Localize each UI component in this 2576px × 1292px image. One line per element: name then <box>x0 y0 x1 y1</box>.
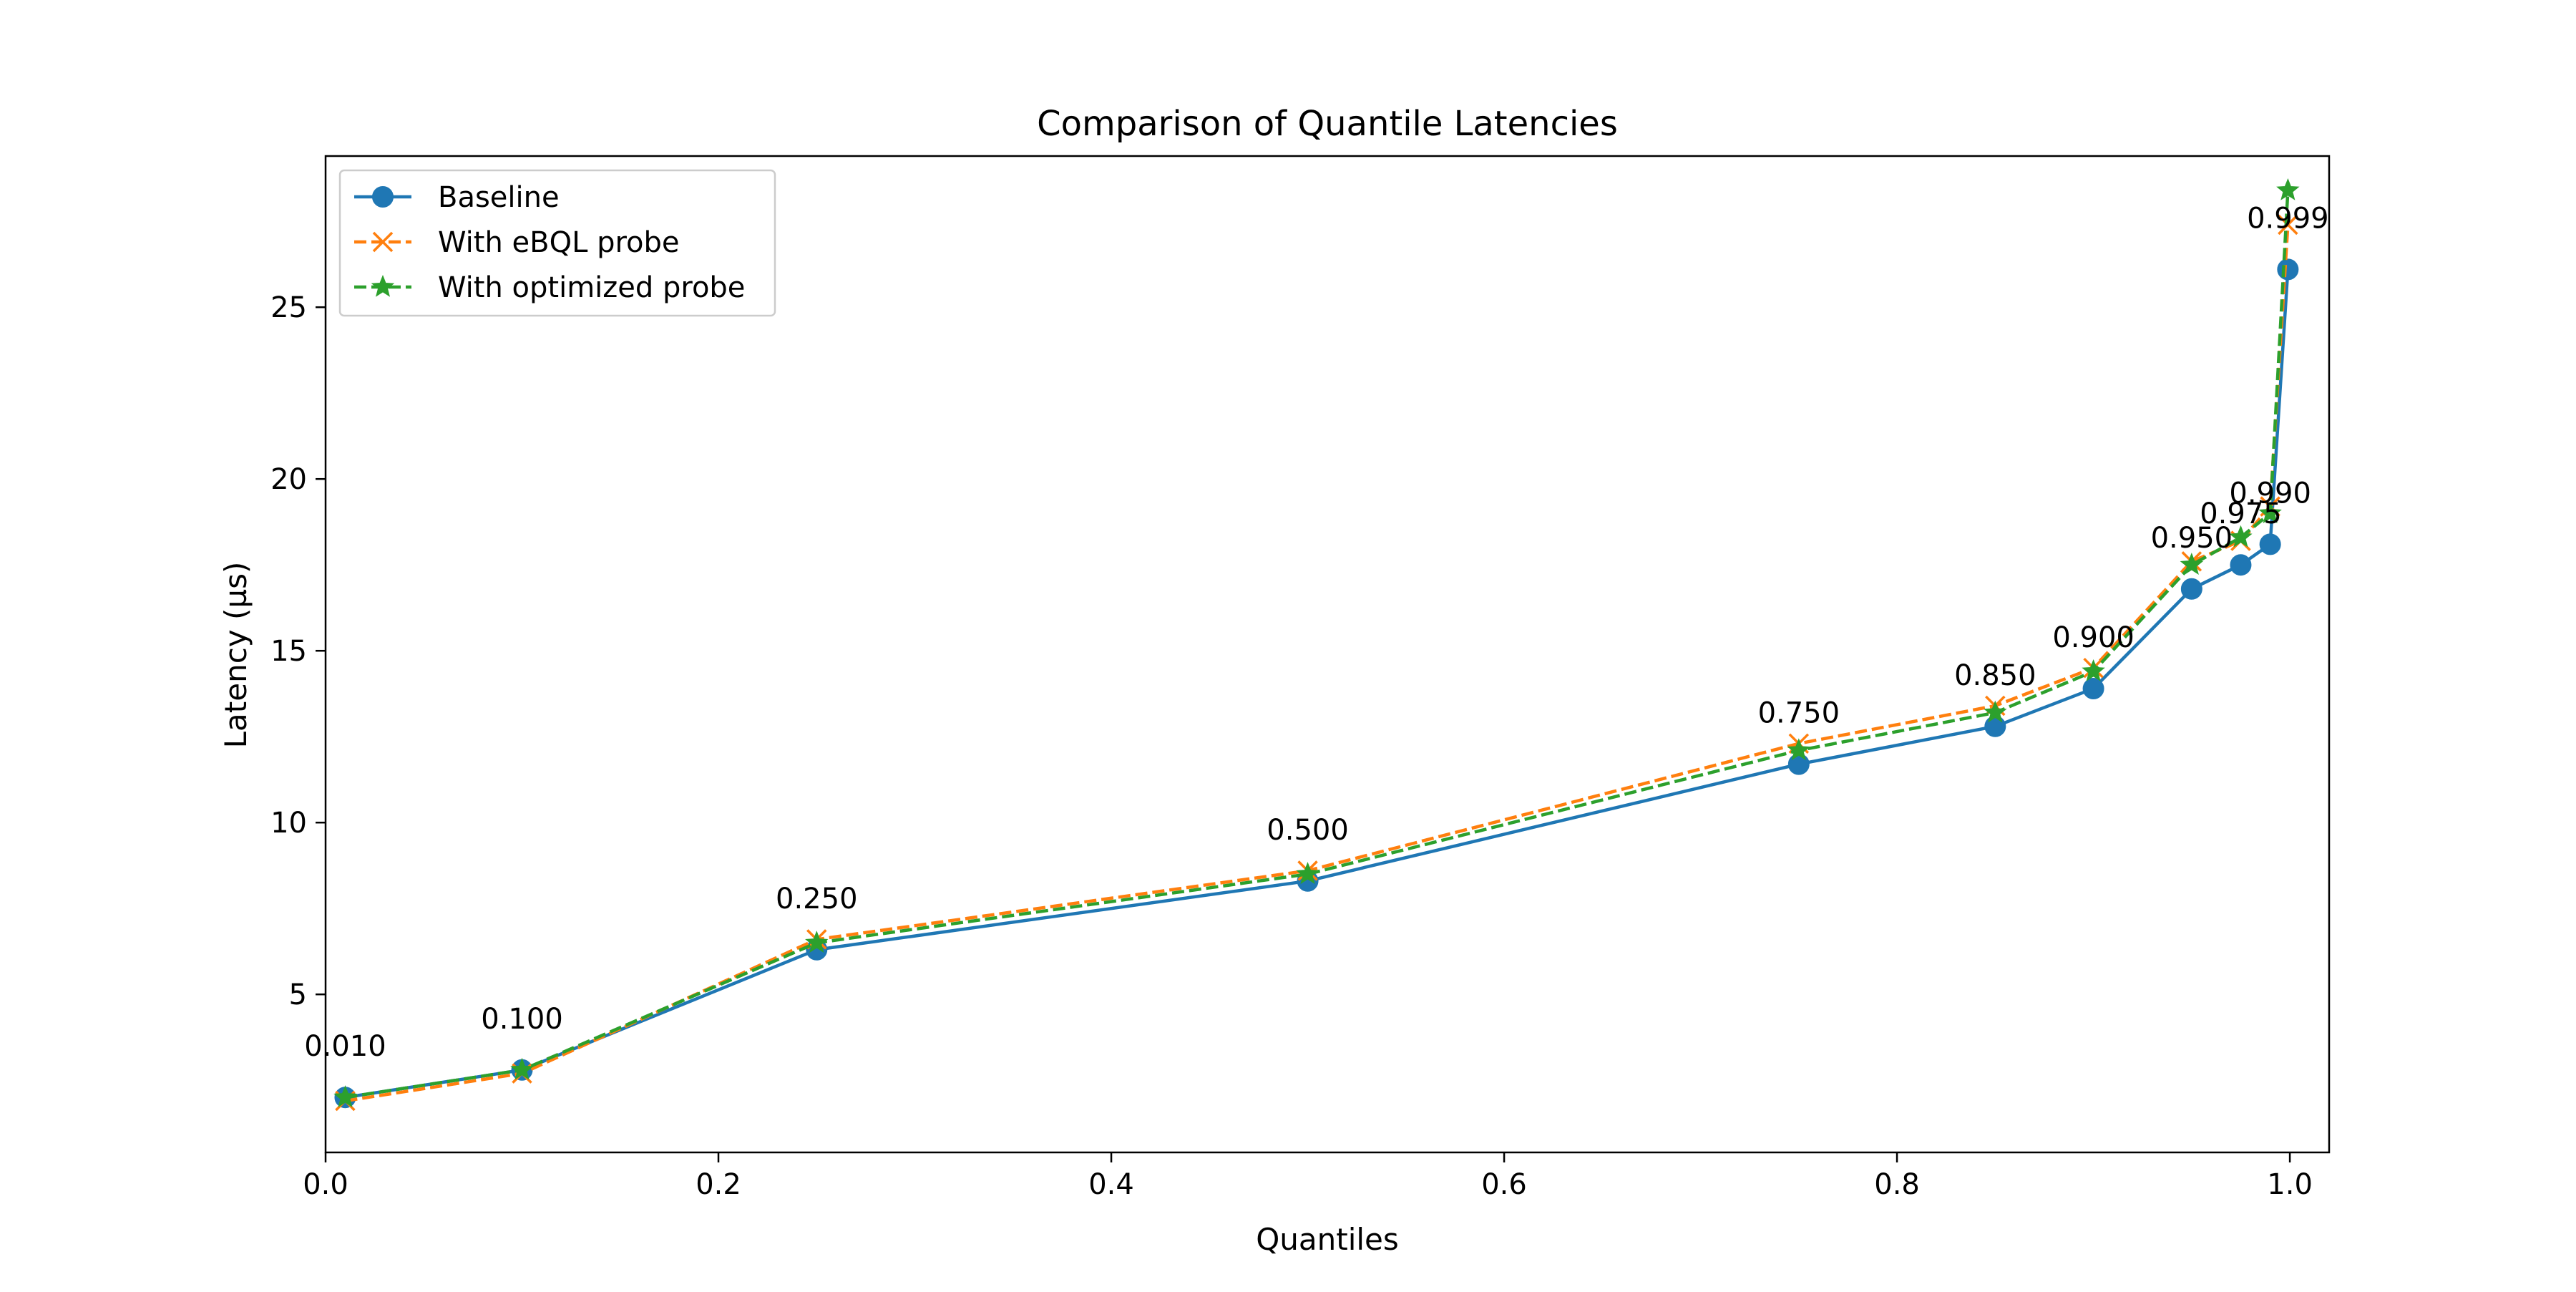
data-point-baseline <box>2180 578 2202 600</box>
x-tick-label: 0.8 <box>1874 1168 1920 1201</box>
x-tick-label: 0.6 <box>1481 1168 1527 1201</box>
quantile-label: 0.950 <box>2151 522 2233 555</box>
data-point-with-optimized-probe <box>333 1085 357 1107</box>
data-point-baseline <box>1984 715 2006 737</box>
x-tick-label: 0.0 <box>303 1168 348 1201</box>
quantile-label: 0.250 <box>776 883 858 915</box>
legend-label-baseline: Baseline <box>438 181 560 214</box>
quantile-label: 0.010 <box>304 1030 386 1063</box>
y-tick-label: 5 <box>289 978 307 1011</box>
legend-label-with-ebql-probe: With eBQL probe <box>438 226 680 259</box>
y-tick-label: 10 <box>270 807 307 840</box>
legend-marker-baseline <box>372 186 394 208</box>
legend: Baseline With eBQL probe With optimized pr… <box>338 169 776 317</box>
legend-item-baseline: Baseline <box>354 181 560 214</box>
series-layer <box>333 178 2300 1112</box>
data-point-with-optimized-probe <box>805 931 829 953</box>
data-point-with-optimized-probe <box>2258 501 2282 523</box>
legend-marker-with-optimized-probe <box>371 274 395 297</box>
x-tick-label: 1.0 <box>2267 1168 2313 1201</box>
legend-marker-with-ebql-probe-stroke <box>372 231 394 253</box>
y-tick-label: 20 <box>270 463 307 496</box>
data-point-with-optimized-probe <box>1296 862 1319 884</box>
legend-label-with-optimized-probe: With optimized probe <box>438 271 745 304</box>
quantile-label: 0.850 <box>1954 659 2036 692</box>
data-point-with-ebql-probe-stroke <box>2278 214 2298 235</box>
series-with-optimized-probe <box>333 178 2300 1107</box>
quantile-label: 0.900 <box>2052 621 2135 654</box>
data-point-with-optimized-probe <box>2180 553 2204 575</box>
data-point-baseline <box>2082 678 2104 699</box>
legend-marker-with-ebql-probe <box>372 231 394 253</box>
data-point-baseline <box>1787 753 1810 775</box>
data-point-baseline <box>2277 258 2299 281</box>
legend-item-with-optimized-probe: With optimized probe <box>354 271 745 304</box>
chart-title: Comparison of Quantile Latencies <box>1037 104 1618 144</box>
x-tick-label: 0.4 <box>1088 1168 1134 1201</box>
quantile-label: 0.500 <box>1267 814 1349 847</box>
data-point-baseline <box>2259 533 2281 555</box>
quantile-label: 0.990 <box>2229 477 2311 510</box>
data-point-with-optimized-probe <box>510 1057 534 1080</box>
data-point-with-optimized-probe <box>1984 700 2007 723</box>
data-point-with-ebql-probe <box>2278 214 2298 235</box>
y-tick-label: 25 <box>270 291 307 324</box>
quantile-label: 0.975 <box>2200 497 2282 530</box>
axes-frame <box>324 155 2331 1154</box>
x-axis-label: Quantiles <box>1256 1222 1399 1257</box>
quantile-label: 0.750 <box>1758 697 1840 730</box>
x-tick-label: 0.2 <box>696 1168 741 1201</box>
data-point-with-optimized-probe <box>2229 525 2253 548</box>
data-point-with-optimized-probe <box>1787 738 1811 761</box>
y-tick-label: 15 <box>270 635 307 668</box>
data-point-baseline <box>2230 554 2252 576</box>
plot-area: 0.0 0.2 0.4 0.6 0.8 1.0 5 10 15 20 25 0.010 0.100 0.2… <box>270 155 2331 1201</box>
quantile-label: 0.999 <box>2247 202 2329 235</box>
quantile-label: 0.100 <box>481 1003 563 1036</box>
data-point-with-optimized-probe <box>2276 178 2300 200</box>
y-axis-label: Latency (µs) <box>218 562 253 749</box>
data-point-with-optimized-probe <box>2082 659 2105 681</box>
legend-box <box>338 169 776 317</box>
legend-item-with-ebql-probe: With eBQL probe <box>354 226 680 259</box>
